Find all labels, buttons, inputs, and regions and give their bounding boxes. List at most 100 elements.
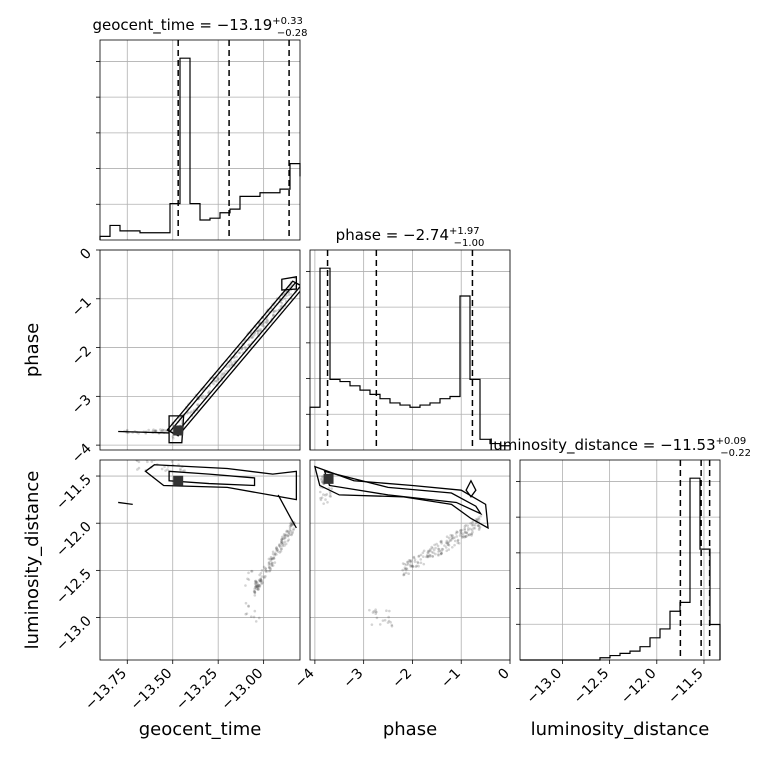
- sample-point: [272, 556, 275, 559]
- sample-point: [271, 552, 275, 556]
- contour-line: [281, 276, 298, 291]
- sample-point: [459, 531, 463, 534]
- sample-point: [147, 428, 150, 432]
- sample-point: [263, 576, 266, 580]
- sample-point: [409, 559, 413, 562]
- sample-point: [477, 524, 481, 527]
- sample-point: [285, 529, 289, 533]
- sample-point: [207, 391, 210, 394]
- sample-point: [258, 585, 261, 589]
- sample-point: [271, 550, 275, 554]
- sample-point: [160, 467, 164, 471]
- sample-point: [235, 355, 239, 359]
- sample-point: [290, 533, 293, 537]
- sample-point: [171, 460, 174, 464]
- sample-point: [465, 531, 469, 535]
- contour-line: [118, 430, 170, 434]
- sample-point: [287, 538, 291, 541]
- x-tick-label-phase: 0: [495, 666, 513, 684]
- sample-point: [429, 553, 432, 557]
- sample-point: [447, 543, 451, 547]
- sample-point: [263, 320, 266, 324]
- x-tick-label-phase: −2: [389, 666, 415, 692]
- sample-point: [280, 541, 284, 545]
- sample-point: [450, 536, 454, 539]
- sample-point: [244, 612, 248, 616]
- sample-point: [419, 561, 423, 565]
- sample-point: [247, 605, 250, 608]
- sample-point: [265, 321, 269, 325]
- sample-point: [260, 569, 264, 572]
- sample-point: [324, 493, 327, 497]
- sample-point: [279, 549, 283, 553]
- sample-point: [268, 569, 271, 573]
- sample-point: [375, 616, 379, 620]
- sample-point: [171, 435, 175, 438]
- sample-point: [411, 564, 414, 568]
- sample-point: [447, 548, 451, 551]
- sample-point: [476, 518, 479, 521]
- sample-point: [263, 575, 266, 579]
- sample-point: [428, 554, 431, 557]
- sample-point: [475, 517, 478, 521]
- sample-point: [460, 528, 464, 532]
- contour-line: [168, 470, 256, 487]
- panel-content: [118, 276, 300, 444]
- y-tick-label-phase: 0: [77, 246, 95, 264]
- sample-point: [247, 571, 250, 575]
- sample-point: [439, 540, 443, 544]
- sample-point: [440, 547, 444, 551]
- sample-point: [244, 601, 248, 605]
- sample-point: [454, 532, 458, 535]
- sample-point: [427, 549, 431, 553]
- sample-point: [275, 546, 278, 549]
- sample-point: [255, 583, 259, 587]
- sample-point: [247, 604, 250, 608]
- sample-point: [456, 538, 460, 542]
- sample-point: [267, 557, 271, 561]
- panel-frame: [309, 249, 511, 451]
- sample-point: [415, 564, 418, 568]
- sample-point: [269, 562, 272, 566]
- sample-point: [460, 536, 464, 539]
- sample-point: [249, 615, 253, 618]
- panel-frame: [99, 459, 301, 661]
- sample-point: [259, 579, 263, 583]
- sample-point: [478, 525, 482, 529]
- sample-point: [417, 554, 421, 558]
- sample-point: [453, 543, 456, 547]
- y-tick-label-phase: −1: [69, 294, 95, 320]
- panel-frame: [519, 459, 721, 661]
- sample-point: [237, 351, 241, 355]
- sample-point: [404, 571, 408, 575]
- sample-point: [276, 548, 279, 551]
- sample-point: [216, 377, 220, 380]
- sample-point: [253, 582, 257, 585]
- histogram-geocent_time: [99, 57, 301, 240]
- sample-point: [470, 532, 474, 536]
- sample-point: [407, 572, 410, 576]
- sample-point: [389, 621, 392, 624]
- sample-point: [455, 530, 459, 534]
- sample-point: [286, 529, 290, 533]
- panel-frame: [99, 249, 301, 451]
- sample-point: [259, 577, 263, 581]
- sample-point: [273, 552, 277, 556]
- x-tick-label-phase: −1: [438, 666, 464, 692]
- sample-point: [245, 612, 249, 615]
- sample-point: [426, 551, 430, 554]
- sample-point: [280, 547, 283, 551]
- sample-point: [282, 537, 285, 541]
- sample-point: [450, 534, 454, 538]
- sample-point: [288, 528, 292, 532]
- sample-point: [271, 314, 275, 318]
- sample-point: [269, 557, 272, 561]
- x-axis-label-phase: phase: [383, 719, 437, 740]
- sample-point: [325, 493, 329, 496]
- sample-point: [407, 559, 411, 562]
- sample-point: [238, 351, 242, 354]
- sample-point: [441, 548, 445, 551]
- sample-point: [256, 333, 260, 336]
- sample-point: [139, 454, 142, 457]
- sample-point: [372, 610, 376, 613]
